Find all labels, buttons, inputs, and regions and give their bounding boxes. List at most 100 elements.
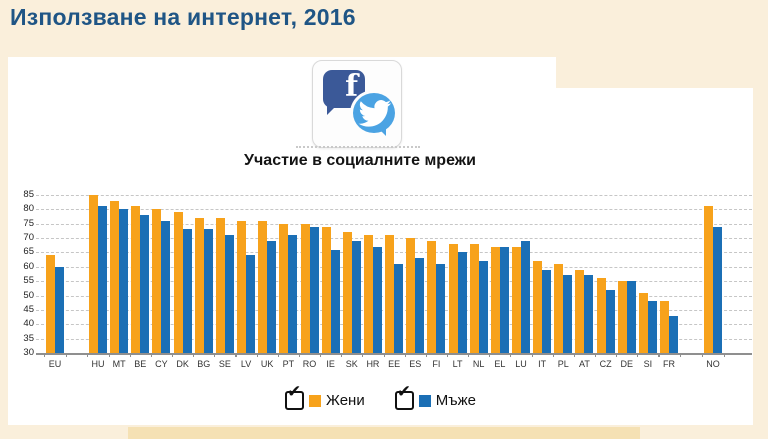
legend-checkbox-men[interactable]: ✔	[394, 383, 414, 410]
legend-label: Мъже	[435, 392, 476, 409]
x-axis-tick	[277, 353, 279, 357]
y-axis-label-75: 75	[23, 217, 34, 229]
bar-men-FI	[436, 263, 446, 353]
x-axis-tick	[256, 353, 258, 357]
x-axis-tick	[235, 353, 237, 357]
bar-women-SE	[215, 217, 225, 353]
bar-men-FR	[669, 315, 679, 353]
x-axis-tick	[129, 353, 131, 357]
legend-swatch-women	[309, 394, 322, 407]
x-axis-tick	[510, 353, 512, 357]
bar-men-DE	[626, 281, 636, 353]
legend-item-men[interactable]: ✔ Мъже	[394, 383, 476, 410]
bar-women-LT	[448, 243, 458, 353]
bar-women-CY	[152, 209, 162, 353]
x-axis-label-MT: MT	[112, 359, 126, 369]
bar-men-LU	[521, 240, 530, 353]
y-axis-label-50: 50	[23, 289, 34, 301]
bar-men-EL	[499, 246, 509, 353]
bar-men-HR	[372, 246, 382, 353]
x-axis-tick	[87, 353, 89, 357]
bar-men-DK	[182, 229, 192, 353]
bar-men-BG	[203, 229, 213, 353]
y-axis-label-35: 35	[23, 332, 34, 344]
x-axis-tick	[214, 353, 216, 357]
x-axis-line	[36, 353, 752, 355]
x-axis-tick	[616, 353, 618, 357]
bar-women-NO	[704, 206, 713, 353]
bar-women-HU	[89, 194, 98, 353]
bar-men-SK	[351, 240, 361, 353]
bar-women-PT	[279, 223, 289, 353]
x-axis-tick	[637, 353, 639, 357]
bar-men-IE	[330, 249, 340, 353]
bar-women-PL	[554, 263, 564, 353]
bar-women-FR	[660, 301, 670, 353]
bar-women-BG	[194, 217, 204, 353]
bar-men-SI	[647, 301, 657, 353]
y-axis-label-40: 40	[23, 318, 34, 330]
bar-women-IE	[321, 226, 331, 353]
bar-women-IT	[533, 261, 543, 353]
facebook-letter: f	[345, 69, 358, 104]
bar-women-NL	[469, 243, 479, 353]
x-axis-tick	[679, 353, 681, 357]
legend-checkbox-women[interactable]: ✔	[285, 383, 305, 410]
facebook-bubble-tail	[327, 105, 337, 115]
dotted-divider	[296, 146, 420, 148]
bar-men-IT	[542, 269, 552, 353]
bar-men-LT	[457, 252, 467, 353]
bar-women-DK	[173, 212, 183, 353]
bar-men-MT	[119, 209, 129, 353]
x-axis-tick	[489, 353, 491, 357]
x-axis-label-SE: SE	[218, 359, 231, 369]
x-axis-label-IT: IT	[538, 359, 547, 369]
bar-women-ES	[406, 238, 416, 353]
x-axis-tick	[193, 353, 195, 357]
x-axis-label-SK: SK	[345, 359, 358, 369]
bar-women-EU	[46, 255, 55, 353]
page-title: Използване на интернет, 2016	[10, 4, 356, 30]
x-axis-label-FR: FR	[663, 359, 676, 369]
checkmark-icon: ✔	[396, 382, 411, 401]
bar-men-NL	[478, 261, 488, 353]
x-axis-tick	[172, 353, 173, 357]
x-axis-tick	[531, 353, 533, 357]
x-axis-tick	[341, 353, 343, 357]
bar-women-DE	[617, 281, 627, 353]
bar-men-HU	[98, 206, 107, 353]
gridline-75	[36, 223, 752, 225]
x-axis-label-RO: RO	[302, 359, 317, 369]
bar-women-HR	[363, 235, 373, 353]
twitter-bubble-tail	[377, 127, 386, 136]
bar-men-EE	[394, 263, 404, 353]
y-axis-label-55: 55	[23, 275, 34, 287]
bar-men-UK	[267, 240, 277, 353]
x-axis-label-EL: EL	[494, 359, 506, 369]
x-axis-label-LV: LV	[240, 359, 252, 369]
bar-women-EL	[490, 246, 500, 353]
legend-swatch-men	[418, 394, 431, 407]
bar-men-LV	[246, 255, 256, 353]
checkmark-icon: ✔	[287, 382, 302, 401]
bar-men-CZ	[605, 289, 615, 353]
legend-label: Жени	[326, 392, 365, 409]
legend-item-women[interactable]: ✔ Жени	[285, 383, 365, 410]
x-axis-label-CY: CY	[155, 359, 168, 369]
x-axis-label-CZ: CZ	[599, 359, 612, 369]
y-axis-label-70: 70	[23, 232, 34, 244]
bar-men-PT	[288, 235, 298, 353]
x-axis-label-ES: ES	[409, 359, 422, 369]
bar-men-PL	[563, 275, 573, 353]
x-axis-tick	[595, 353, 596, 357]
x-axis-label-HU: HU	[91, 359, 105, 369]
x-axis-label-SI: SI	[643, 359, 653, 369]
bar-men-ES	[415, 258, 425, 353]
twitter-icon	[350, 90, 398, 136]
x-axis-tick	[446, 353, 448, 357]
bottom-band	[128, 427, 640, 439]
x-axis-label-DK: DK	[176, 359, 189, 369]
x-axis-label-AT: AT	[579, 359, 590, 369]
